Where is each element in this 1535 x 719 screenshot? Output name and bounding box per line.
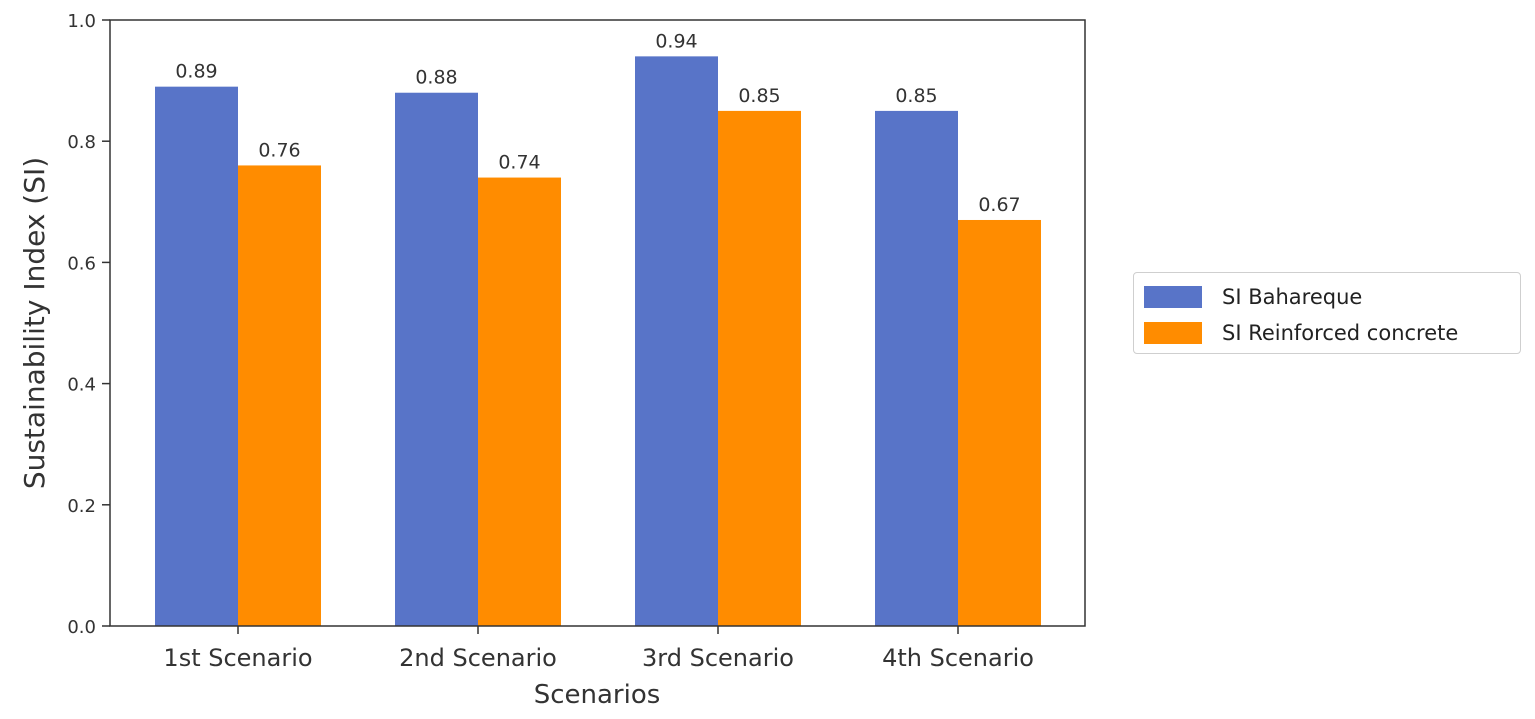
bars-group	[155, 56, 1041, 627]
y-tick-label: 0.2	[67, 496, 96, 517]
bar-bahareque-1	[155, 86, 238, 626]
x-tick-label: 2nd Scenario	[399, 644, 557, 672]
y-axis-label: Sustainability Index (SI)	[18, 157, 51, 489]
bar-value-label: 0.85	[738, 85, 780, 107]
bar-bahareque-4	[875, 110, 958, 626]
legend-swatch-reinforced-concrete	[1144, 322, 1202, 344]
legend-label-reinforced-concrete: SI Reinforced concrete	[1222, 321, 1459, 345]
bar-value-label: 0.89	[175, 61, 217, 83]
y-tick-label: 0.8	[67, 132, 96, 153]
y-tick-label: 1.0	[67, 11, 96, 32]
y-tick-label: 0.6	[67, 253, 96, 274]
x-tick-label: 1st Scenario	[163, 644, 312, 672]
bar-value-label: 0.85	[895, 85, 937, 107]
legend-item-reinforced-concrete: SI Reinforced concrete	[1144, 321, 1458, 345]
bar-bahareque-3	[635, 56, 718, 627]
y-tick-label: 0.4	[67, 375, 96, 396]
bar-value-label: 0.74	[498, 152, 540, 174]
x-tick-label: 3rd Scenario	[642, 644, 794, 672]
bar-reinforced-concrete-4	[958, 219, 1041, 627]
x-tick-label: 4th Scenario	[882, 644, 1034, 672]
legend-item-bahareque: SI Bahareque	[1144, 285, 1362, 309]
x-axis-label: Scenarios	[534, 680, 661, 710]
bar-value-label: 0.76	[258, 139, 300, 161]
legend-label-bahareque: SI Bahareque	[1222, 285, 1363, 309]
bar-reinforced-concrete-1	[238, 165, 321, 626]
y-tick-label: 0.0	[67, 617, 96, 638]
bar-reinforced-concrete-3	[718, 110, 801, 626]
legend: SI Bahareque SI Reinforced concrete	[1133, 272, 1521, 354]
y-axis: 0.0 0.2 0.4 0.6 0.8 1.0	[67, 11, 110, 638]
legend-swatch-bahareque	[1144, 286, 1202, 308]
x-axis: 1st Scenario 2nd Scenario 3rd Scenario 4th …	[163, 626, 1034, 672]
bar-reinforced-concrete-2	[478, 177, 561, 626]
bar-value-label: 0.94	[655, 30, 697, 52]
value-labels-group: 0.89 0.88 0.94 0.85 0.76 0.74 0.85 0.67	[175, 30, 1020, 216]
bar-value-label: 0.88	[415, 67, 457, 89]
plot-frame	[109, 19, 1086, 627]
bar-value-label: 0.67	[978, 194, 1020, 216]
bar-bahareque-2	[395, 92, 478, 627]
